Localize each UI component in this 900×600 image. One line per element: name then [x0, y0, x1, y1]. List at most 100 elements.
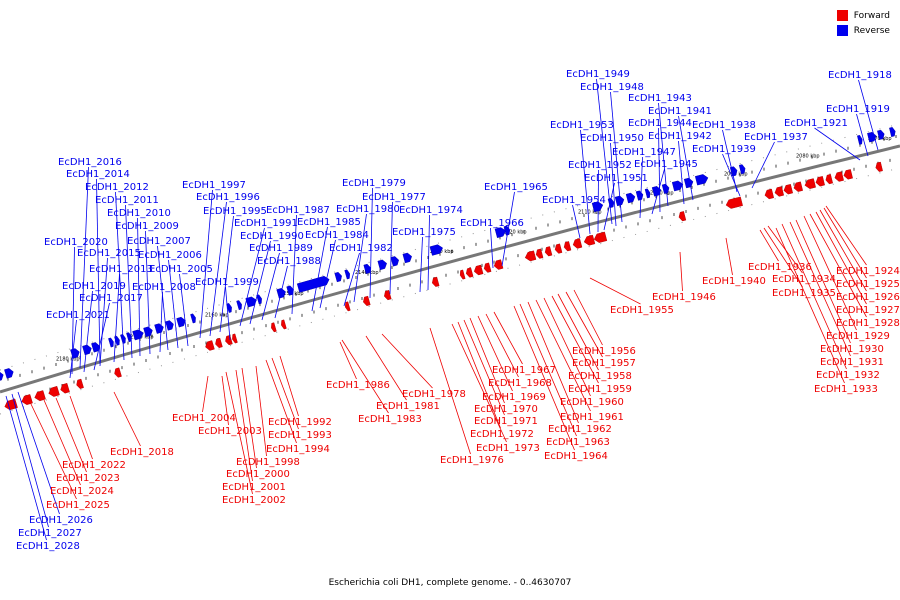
forward-gene-label[interactable]: EcDH1_1928 [836, 318, 900, 329]
reverse-gene-label[interactable]: EcDH1_1950 [580, 133, 644, 144]
reverse-gene[interactable] [82, 344, 92, 356]
forward-gene-label[interactable]: EcDH1_1964 [544, 451, 608, 462]
forward-gene-label[interactable]: EcDH1_1934 [772, 274, 836, 285]
forward-gene-label[interactable]: EcDH1_2002 [222, 495, 286, 506]
forward-gene[interactable] [783, 184, 793, 195]
reverse-gene[interactable] [108, 337, 114, 348]
reverse-gene-label[interactable]: EcDH1_2015 [77, 248, 141, 259]
reverse-gene-label[interactable]: EcDH1_1921 [784, 118, 848, 129]
reverse-gene-label[interactable]: EcDH1_1966 [460, 218, 524, 229]
reverse-gene[interactable] [363, 263, 372, 274]
reverse-gene[interactable] [494, 226, 507, 238]
forward-gene[interactable] [572, 238, 583, 250]
reverse-gene[interactable] [176, 316, 187, 328]
forward-gene-label[interactable]: EcDH1_1968 [488, 378, 552, 389]
reverse-gene-label[interactable]: EcDH1_1948 [580, 82, 644, 93]
forward-gene-label[interactable]: EcDH1_1925 [836, 279, 900, 290]
reverse-gene[interactable] [877, 129, 885, 140]
forward-gene-label[interactable]: EcDH1_2003 [198, 426, 262, 437]
forward-gene-label[interactable]: EcDH1_1930 [820, 344, 884, 355]
forward-gene-label[interactable]: EcDH1_1992 [268, 417, 332, 428]
reverse-gene[interactable] [644, 188, 651, 199]
forward-gene-label[interactable]: EcDH1_1971 [474, 416, 538, 427]
reverse-gene[interactable] [402, 252, 413, 264]
forward-gene[interactable] [804, 178, 816, 190]
reverse-gene[interactable] [236, 300, 243, 311]
forward-gene[interactable] [793, 181, 803, 193]
reverse-gene-label[interactable]: EcDH1_1988 [257, 256, 321, 267]
forward-gene[interactable] [535, 248, 544, 259]
reverse-gene-label[interactable]: EcDH1_1947 [612, 147, 676, 158]
reverse-gene[interactable] [132, 329, 145, 341]
reverse-gene-label[interactable]: EcDH1_1919 [826, 104, 890, 115]
reverse-gene-label[interactable]: EcDH1_1991 [234, 218, 298, 229]
forward-gene-label[interactable]: EcDH1_1955 [610, 305, 674, 316]
forward-gene-label[interactable]: EcDH1_2024 [50, 486, 114, 497]
forward-gene-label[interactable]: EcDH1_1981 [376, 401, 440, 412]
legend-reverse[interactable]: Reverse [836, 23, 890, 38]
reverse-gene-label[interactable]: EcDH1_1974 [399, 205, 463, 216]
forward-gene[interactable] [362, 295, 371, 306]
reverse-gene[interactable] [344, 269, 351, 280]
reverse-gene[interactable] [120, 334, 126, 344]
reverse-gene-label[interactable]: EcDH1_1951 [584, 173, 648, 184]
forward-gene-label[interactable]: EcDH1_1993 [268, 430, 332, 441]
forward-gene[interactable] [465, 267, 474, 278]
reverse-gene[interactable] [661, 183, 670, 194]
reverse-gene[interactable] [190, 313, 196, 324]
reverse-gene-label[interactable]: EcDH1_1975 [392, 227, 456, 238]
forward-gene-label[interactable]: EcDH1_1936 [748, 262, 812, 273]
forward-gene[interactable] [524, 250, 537, 262]
forward-gene[interactable] [843, 169, 853, 180]
forward-gene-label[interactable]: EcDH1_1929 [826, 331, 890, 342]
forward-gene-label[interactable]: EcDH1_2018 [110, 447, 174, 458]
reverse-gene[interactable] [296, 275, 330, 293]
forward-gene-label[interactable]: EcDH1_1969 [482, 392, 546, 403]
reverse-gene-label[interactable]: EcDH1_2013 [89, 264, 153, 275]
reverse-gene[interactable] [334, 271, 343, 283]
forward-gene-label[interactable]: EcDH1_2004 [172, 413, 236, 424]
reverse-gene-label[interactable]: EcDH1_1990 [240, 231, 304, 242]
reverse-gene-label[interactable]: EcDH1_2016 [58, 157, 122, 168]
reverse-gene-label[interactable]: EcDH1_1980 [336, 204, 400, 215]
forward-gene[interactable] [59, 382, 70, 394]
reverse-gene-label[interactable]: EcDH1_2009 [115, 221, 179, 232]
forward-gene[interactable] [774, 186, 784, 198]
reverse-gene-label[interactable]: EcDH1_1939 [692, 144, 756, 155]
reverse-gene[interactable] [857, 135, 863, 145]
forward-gene[interactable] [725, 196, 743, 210]
forward-gene[interactable] [113, 367, 122, 378]
reverse-gene-label[interactable]: EcDH1_2027 [18, 528, 82, 539]
reverse-gene[interactable] [390, 256, 400, 267]
reverse-gene[interactable] [4, 367, 14, 379]
forward-gene-label[interactable]: EcDH1_1958 [568, 371, 632, 382]
forward-gene-label[interactable]: EcDH1_1932 [816, 370, 880, 381]
reverse-gene[interactable] [0, 370, 5, 382]
reverse-gene-label[interactable]: EcDH1_2011 [95, 195, 159, 206]
forward-gene[interactable] [75, 378, 84, 389]
reverse-gene-label[interactable]: EcDH1_1949 [566, 69, 630, 80]
forward-gene-label[interactable]: EcDH1_2001 [222, 482, 286, 493]
forward-gene-label[interactable]: EcDH1_1935 [772, 288, 836, 299]
reverse-gene-label[interactable]: EcDH1_1965 [484, 182, 548, 193]
forward-gene[interactable] [493, 259, 504, 271]
reverse-gene[interactable] [635, 190, 644, 201]
forward-gene[interactable] [825, 174, 833, 185]
reverse-gene-label[interactable]: EcDH1_1984 [305, 230, 369, 241]
reverse-gene[interactable] [429, 244, 444, 256]
forward-gene[interactable] [280, 319, 287, 330]
reverse-gene-label[interactable]: EcDH1_2014 [66, 169, 130, 180]
forward-gene[interactable] [544, 246, 553, 257]
forward-gene-label[interactable]: EcDH1_1956 [572, 346, 636, 357]
forward-gene[interactable] [3, 398, 18, 411]
reverse-gene[interactable] [889, 127, 896, 137]
reverse-gene[interactable] [591, 201, 604, 213]
reverse-gene-label[interactable]: EcDH1_2012 [85, 182, 149, 193]
reverse-gene-label[interactable]: EcDH1_1985 [297, 217, 361, 228]
forward-gene-label[interactable]: EcDH1_1927 [836, 305, 900, 316]
forward-gene-label[interactable]: EcDH1_1967 [492, 365, 556, 376]
forward-gene[interactable] [431, 276, 440, 287]
forward-gene-label[interactable]: EcDH1_1973 [476, 443, 540, 454]
forward-gene[interactable] [554, 243, 563, 254]
forward-gene-label[interactable]: EcDH1_1957 [572, 358, 636, 369]
